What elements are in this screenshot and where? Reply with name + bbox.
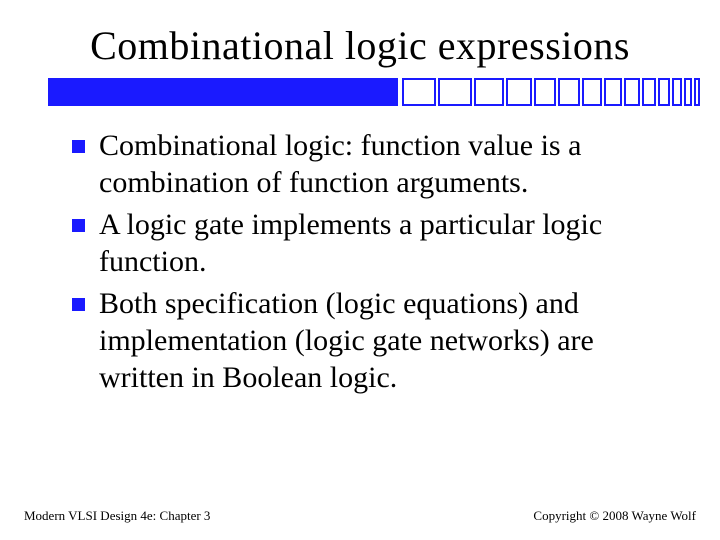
decor-box: [402, 78, 436, 106]
decor-solid: [48, 78, 398, 106]
square-bullet-icon: [72, 298, 85, 311]
bullet-list: Combinational logic: function value is a…: [72, 128, 662, 402]
decor-box: [658, 78, 670, 106]
bullet-text: A logic gate implements a particular log…: [99, 207, 662, 280]
bullet-item: Combinational logic: function value is a…: [72, 128, 662, 201]
square-bullet-icon: [72, 219, 85, 232]
title-decor-bar: [48, 78, 672, 106]
footer-right: Copyright © 2008 Wayne Wolf: [533, 508, 696, 524]
square-bullet-icon: [72, 140, 85, 153]
decor-box: [474, 78, 504, 106]
decor-box: [672, 78, 682, 106]
slide-title: Combinational logic expressions: [0, 22, 720, 69]
slide: Combinational logic expressions Combinat…: [0, 0, 720, 540]
decor-box: [558, 78, 580, 106]
bullet-text: Combinational logic: function value is a…: [99, 128, 662, 201]
decor-box: [694, 78, 700, 106]
decor-box: [506, 78, 532, 106]
decor-box: [624, 78, 640, 106]
decor-box: [684, 78, 692, 106]
decor-box: [534, 78, 556, 106]
bullet-item: Both specification (logic equations) and…: [72, 286, 662, 396]
decor-box: [438, 78, 472, 106]
bullet-text: Both specification (logic equations) and…: [99, 286, 662, 396]
decor-box: [604, 78, 622, 106]
decor-boxes: [400, 78, 700, 106]
decor-box: [642, 78, 656, 106]
bullet-item: A logic gate implements a particular log…: [72, 207, 662, 280]
footer-left: Modern VLSI Design 4e: Chapter 3: [24, 508, 210, 524]
decor-box: [582, 78, 602, 106]
